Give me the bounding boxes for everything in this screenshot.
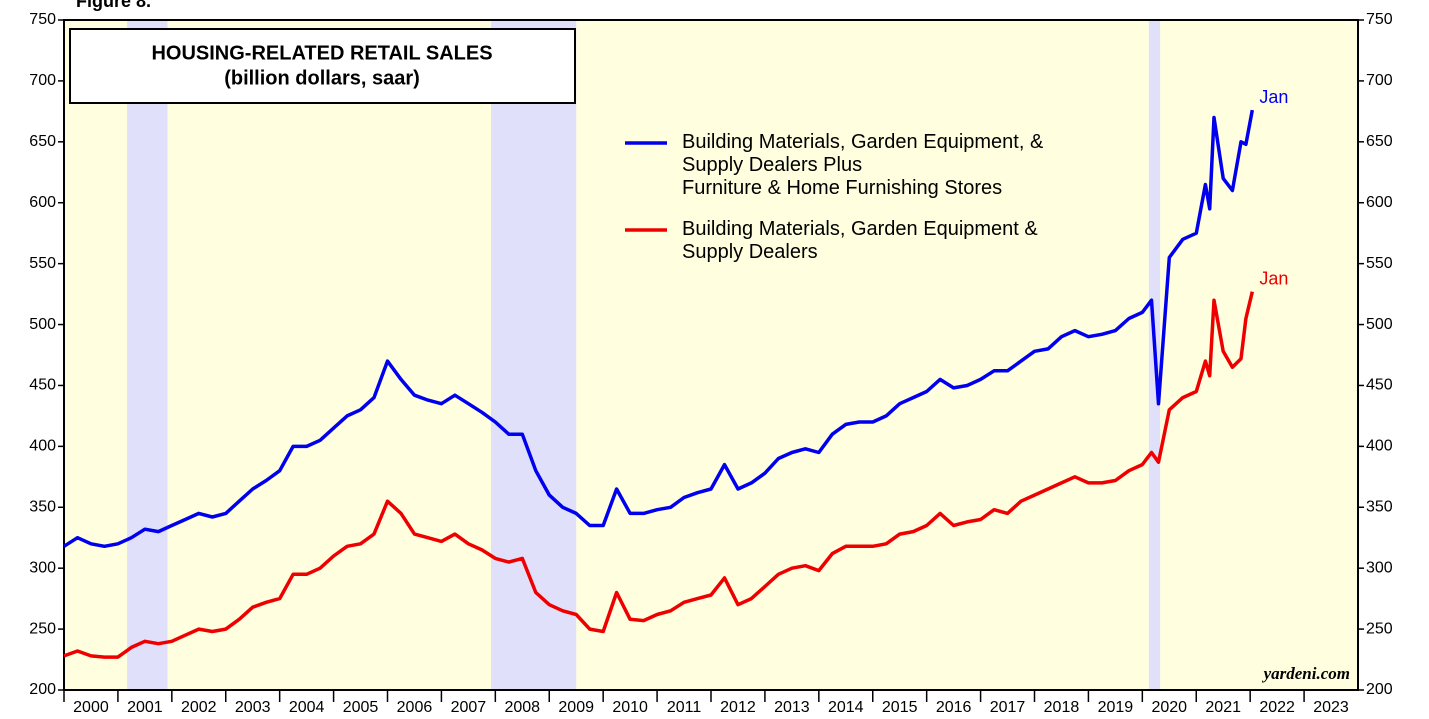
y2-tick-label: 750 [1366,11,1393,28]
x-tick-label: 2000 [73,699,109,716]
x-tick-label: 2012 [720,699,756,716]
y2-tick-label: 400 [1366,438,1393,455]
y2-tick-label: 500 [1366,316,1393,333]
x-tick-label: 2014 [828,699,864,716]
x-tick-label: 2009 [558,699,594,716]
x-tick-label: 2022 [1259,699,1295,716]
source: yardeni.com [1262,664,1350,683]
y-tick-label: 400 [29,438,56,455]
x-tick-label: 2015 [882,699,918,716]
recession-band [491,20,577,690]
x-tick-label: 2002 [181,699,217,716]
x-tick-label: 2013 [774,699,810,716]
end-label: Jan [1259,87,1288,107]
y-tick-label: 200 [29,681,56,698]
x-tick-label: 2010 [612,699,648,716]
x-tick-label: 2019 [1098,699,1134,716]
y2-tick-label: 250 [1366,620,1393,637]
x-tick-label: 2006 [397,699,433,716]
x-tick-label: 2001 [127,699,163,716]
y2-tick-label: 700 [1366,72,1393,89]
x-tick-label: 2020 [1151,699,1187,716]
y2-tick-label: 650 [1366,133,1393,150]
y2-tick-label: 300 [1366,559,1393,576]
x-tick-label: 2021 [1205,699,1241,716]
x-tick-label: 2011 [667,699,702,716]
data-line [63,291,1255,659]
y2-tick-label: 600 [1366,194,1393,211]
x-tick-label: 2023 [1313,699,1349,716]
y-tick-label: 300 [29,559,56,576]
plot-background [64,20,1358,690]
y2-tick-label: 350 [1366,498,1393,515]
chart-title: HOUSING-RELATED RETAIL SALES [151,42,492,64]
y-tick-label: 700 [29,72,56,89]
x-tick-label: 2005 [343,699,379,716]
y-tick-label: 750 [29,11,56,28]
y2-tick-label: 450 [1366,377,1393,394]
title-box [69,28,576,104]
chart-subtitle: (billion dollars, saar) [224,67,420,89]
y2-tick-label: 200 [1366,681,1393,698]
y-tick-label: 450 [29,377,56,394]
legend-label: Building Materials, Garden Equipment, & S… [682,131,1044,199]
data-line [63,109,1255,549]
x-tick-label: 2008 [504,699,540,716]
y-tick-label: 350 [29,498,56,515]
x-tick-label: 2018 [1044,699,1080,716]
x-tick-label: 2004 [289,699,325,716]
end-label: Jan [1259,268,1288,288]
y-tick-label: 650 [29,133,56,150]
legend-label: Building Materials, Garden Equipment & Su… [682,218,1038,263]
y-tick-label: 550 [29,255,56,272]
x-tick-label: 2007 [451,699,487,716]
figure-label: Figure 8. [76,0,151,11]
recession-band [127,20,168,690]
x-tick-label: 2016 [936,699,972,716]
y-tick-label: 250 [29,620,56,637]
y-tick-label: 600 [29,194,56,211]
y-tick-label: 500 [29,316,56,333]
y2-tick-label: 550 [1366,255,1393,272]
x-tick-label: 2017 [990,699,1026,716]
x-tick-label: 2003 [235,699,271,716]
